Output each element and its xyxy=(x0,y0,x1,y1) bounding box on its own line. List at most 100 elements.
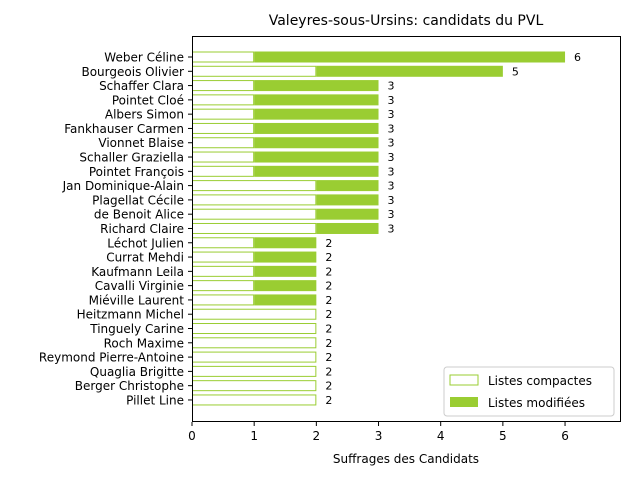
data-label: 2 xyxy=(325,294,332,307)
bar-compactes xyxy=(192,394,317,406)
bar-modifiees xyxy=(254,108,379,120)
y-tick-label: Bourgeois Olivier xyxy=(81,65,184,79)
data-label: 3 xyxy=(388,151,395,164)
legend-swatch-compactes xyxy=(449,374,479,386)
legend-label-modifiees: Listes modifiées xyxy=(488,396,585,410)
y-tick-label: Roch Maxime xyxy=(104,336,184,350)
data-label: 3 xyxy=(388,208,395,221)
y-tick-label: Léchot Julien xyxy=(107,236,184,250)
bar-compactes xyxy=(192,265,255,277)
y-tick-label: Pointet Cloé xyxy=(112,93,184,107)
y-tick-label: de Benoit Alice xyxy=(94,208,184,222)
bar-modifiees xyxy=(254,137,379,149)
y-tick-label: Reymond Pierre-Antoine xyxy=(39,351,184,365)
data-label: 2 xyxy=(325,365,332,378)
y-tick-label: Pointet François xyxy=(89,165,184,179)
bar-modifiees xyxy=(316,208,379,220)
y-tick-label: Cavalli Virginie xyxy=(95,279,184,293)
y-tick-label: Tinguely Carine xyxy=(89,322,184,336)
data-label: 2 xyxy=(325,380,332,393)
x-axis: 0 1 2 3 4 5 6 xyxy=(188,422,569,443)
y-tick-label: Miéville Laurent xyxy=(89,293,185,307)
y-tick-label: Albers Simon xyxy=(105,108,184,122)
x-tick-label: 6 xyxy=(561,429,569,443)
legend: Listes compactes Listes modifiées xyxy=(443,366,615,417)
x-axis-label: Suffrages des Candidats xyxy=(333,452,479,466)
data-label: 3 xyxy=(388,80,395,93)
bar-compactes xyxy=(192,237,255,249)
bar-compactes xyxy=(192,94,255,106)
bar-compactes xyxy=(192,151,255,163)
bars-group xyxy=(192,51,566,406)
bar-compactes xyxy=(192,323,317,335)
y-tick-label: Quaglia Brigitte xyxy=(90,365,184,379)
data-label: 2 xyxy=(325,351,332,364)
y-tick-label: Jan Dominique-Alain xyxy=(62,179,184,193)
bar-compactes xyxy=(192,165,255,177)
data-label: 3 xyxy=(388,180,395,193)
bar-modifiees xyxy=(254,80,379,92)
bar-modifiees xyxy=(254,280,317,292)
data-label: 3 xyxy=(388,165,395,178)
x-tick-label: 1 xyxy=(250,429,258,443)
bar-compactes xyxy=(192,108,255,120)
legend-box xyxy=(443,366,615,417)
plot-frame xyxy=(192,36,621,422)
y-tick-label: Richard Claire xyxy=(100,222,184,236)
bar-compactes xyxy=(192,222,317,234)
bar-compactes xyxy=(192,308,317,320)
bar-compactes xyxy=(192,251,255,263)
y-tick-label: Plagellat Cécile xyxy=(92,193,184,207)
bar-compactes xyxy=(192,122,255,134)
data-label: 2 xyxy=(325,308,332,321)
y-tick-label: Kaufmann Leila xyxy=(91,265,184,279)
bar-compactes xyxy=(192,280,255,292)
x-tick-label: 4 xyxy=(437,429,445,443)
data-label: 2 xyxy=(325,337,332,350)
bar-compactes xyxy=(192,365,317,377)
bar-compactes xyxy=(192,351,317,363)
data-label: 2 xyxy=(325,323,332,336)
data-label: 2 xyxy=(325,280,332,293)
bar-compactes xyxy=(192,51,255,63)
y-tick-label: Fankhauser Carmen xyxy=(64,122,184,136)
data-label: 2 xyxy=(325,251,332,264)
chart-title: Valeyres-sous-Ursins: candidats du PVL xyxy=(269,13,544,29)
y-tick-label: Schaller Graziella xyxy=(79,151,184,165)
bar-modifiees xyxy=(254,165,379,177)
y-tick-label: Berger Christophe xyxy=(75,379,184,393)
bar-modifiees xyxy=(254,237,317,249)
bar-compactes xyxy=(192,380,317,392)
bar-modifiees xyxy=(254,122,379,134)
bar-compactes xyxy=(192,180,317,192)
data-label: 6 xyxy=(574,51,581,64)
x-tick-label: 5 xyxy=(499,429,507,443)
bar-modifiees xyxy=(316,180,379,192)
bar-compactes xyxy=(192,294,255,306)
bar-compactes xyxy=(192,194,317,206)
bar-modifiees xyxy=(316,194,379,206)
bar-compactes xyxy=(192,208,317,220)
data-label: 3 xyxy=(388,94,395,107)
data-label: 3 xyxy=(388,108,395,121)
legend-label-compactes: Listes compactes xyxy=(488,374,592,388)
data-label: 2 xyxy=(325,394,332,407)
y-tick-label: Pillet Line xyxy=(126,393,184,407)
data-label: 3 xyxy=(388,122,395,135)
y-tick-label: Weber Céline xyxy=(104,51,184,65)
legend-swatch-modifiees xyxy=(450,397,478,407)
bar-compactes xyxy=(192,337,317,349)
x-tick-label: 2 xyxy=(313,429,321,443)
bar-compactes xyxy=(192,137,255,149)
bar-modifiees xyxy=(254,251,317,263)
bar-modifiees xyxy=(254,294,317,306)
x-tick-label: 0 xyxy=(188,429,196,443)
bar-compactes xyxy=(192,80,255,92)
x-tick-label: 3 xyxy=(375,429,383,443)
data-label: 2 xyxy=(325,237,332,250)
data-label: 3 xyxy=(388,222,395,235)
bar-modifiees xyxy=(254,94,379,106)
